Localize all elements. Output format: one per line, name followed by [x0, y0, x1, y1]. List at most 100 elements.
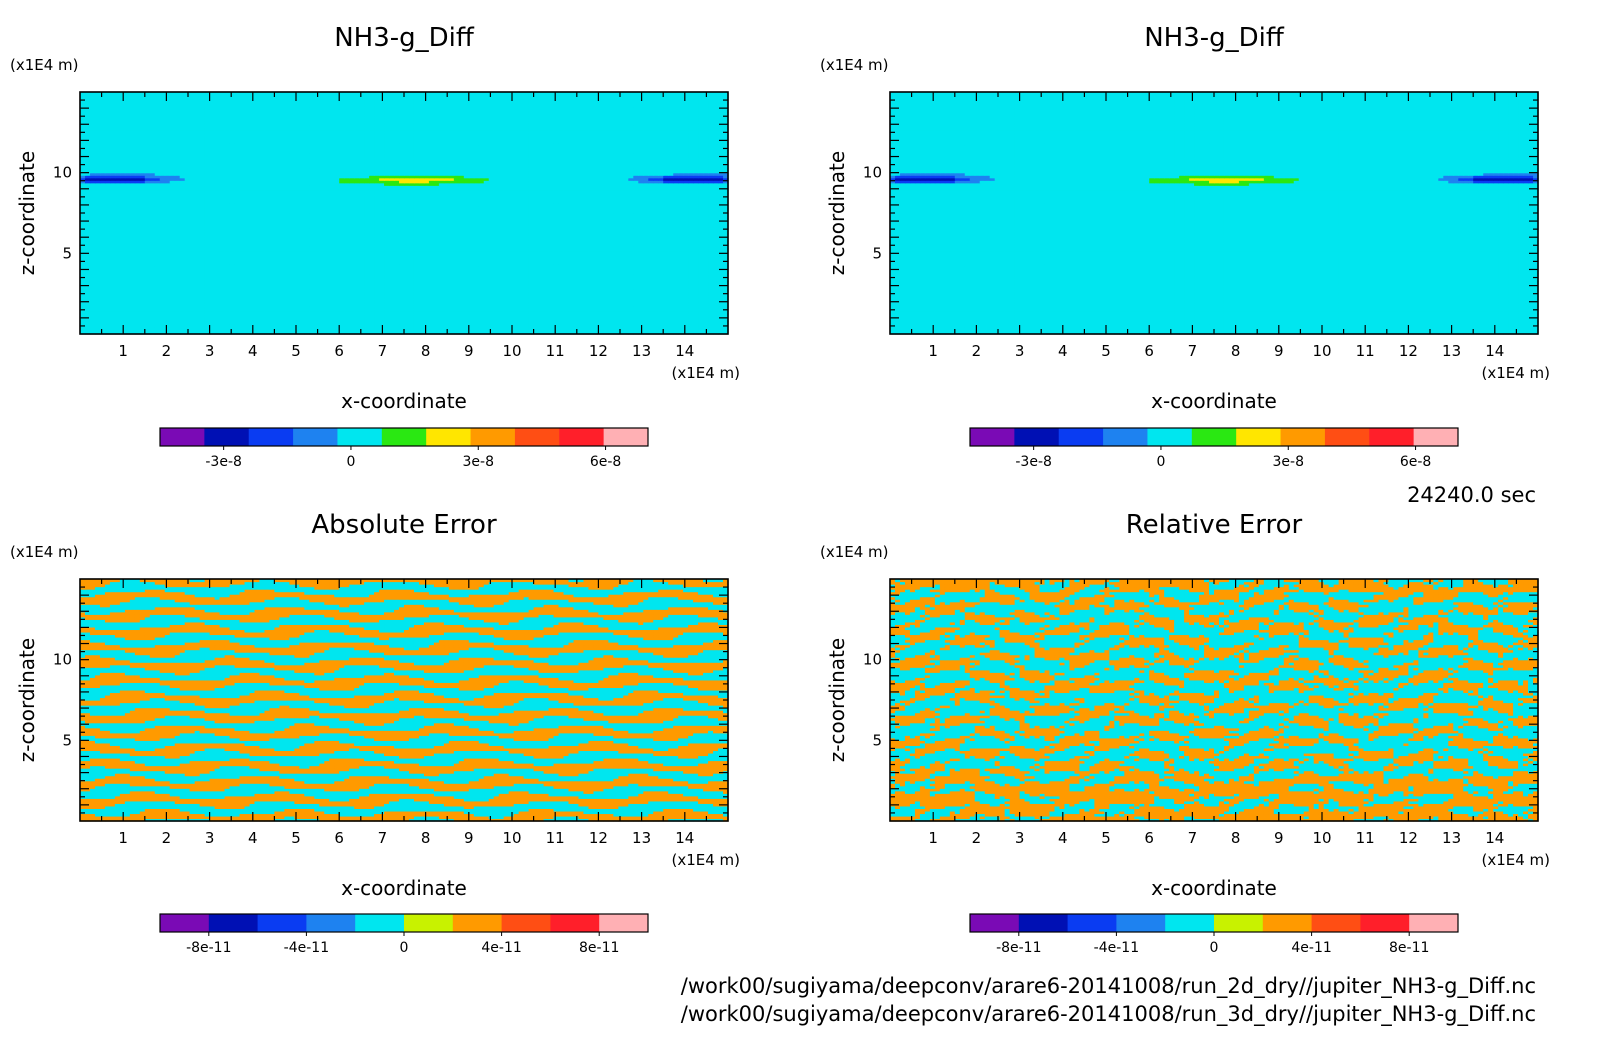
field-cell — [224, 321, 231, 325]
field-cell — [374, 316, 380, 320]
field-cell — [618, 306, 624, 310]
field-cell — [528, 331, 535, 335]
field-cell — [693, 321, 699, 325]
field-cell — [628, 301, 634, 305]
field-cell — [229, 318, 236, 322]
field-cell — [129, 328, 136, 333]
field-cell — [463, 311, 470, 315]
field-cell — [648, 296, 654, 300]
field-cell — [608, 306, 614, 310]
field-cell — [364, 326, 370, 330]
field-cell — [224, 323, 231, 328]
field-cell — [219, 308, 226, 312]
field-cell — [673, 323, 679, 328]
field-cell — [394, 316, 400, 320]
field-cell — [528, 308, 535, 312]
field-cell — [204, 308, 211, 312]
field-cell — [264, 296, 271, 300]
field-cell — [339, 318, 345, 322]
field-cell — [164, 301, 171, 305]
field-cell — [349, 326, 355, 330]
field-cell — [269, 293, 275, 297]
field-cell — [408, 311, 415, 315]
field-cell — [179, 321, 186, 325]
field-cell — [413, 303, 420, 307]
field-cell — [573, 301, 580, 305]
field-cell — [648, 311, 654, 315]
field-cell — [648, 308, 654, 312]
field-cell — [199, 328, 206, 333]
field-cell — [304, 311, 310, 315]
field-cell — [623, 298, 629, 302]
field-cell — [299, 298, 305, 302]
field-cell — [104, 293, 111, 297]
field-cell — [413, 323, 420, 328]
field-cell — [259, 323, 266, 328]
field-cell — [174, 303, 181, 307]
field-cell — [164, 306, 171, 310]
field-cell — [334, 318, 340, 322]
field-cell — [558, 298, 565, 302]
field-cell — [94, 313, 101, 317]
field-cell — [339, 323, 345, 328]
field-cell — [708, 331, 714, 335]
field-cell — [129, 296, 136, 300]
field-cell — [199, 316, 206, 320]
field-cell — [438, 311, 445, 315]
field-cell — [374, 313, 380, 317]
field-cell — [443, 306, 450, 310]
field-cell — [498, 331, 505, 335]
field-cell — [379, 303, 385, 307]
field-cell — [648, 306, 654, 310]
field-cell — [703, 308, 709, 312]
field-cell — [324, 313, 330, 317]
field-cell — [588, 316, 595, 320]
field-cell — [80, 296, 86, 300]
field-cell — [239, 298, 246, 302]
field-cell — [703, 303, 709, 307]
field-cell — [204, 328, 211, 333]
field-cell — [718, 313, 724, 317]
field-cell — [364, 321, 370, 325]
field-cell — [653, 303, 659, 307]
field-cell — [399, 301, 405, 305]
field-cell — [613, 331, 619, 335]
field-cell — [349, 323, 355, 328]
field-cell — [284, 316, 290, 320]
field-cell — [304, 326, 310, 330]
field-cell — [299, 296, 305, 300]
field-cell — [369, 313, 375, 317]
field-cell — [344, 308, 350, 312]
field-cell — [673, 313, 679, 317]
field-cell — [129, 331, 136, 335]
field-cell — [598, 316, 604, 320]
field-cell — [633, 296, 639, 300]
field-cell — [408, 308, 415, 312]
field-cell — [723, 298, 729, 302]
field-cell — [688, 296, 694, 300]
field-cell — [239, 321, 246, 325]
field-cell — [219, 296, 226, 300]
field-cell — [578, 321, 585, 325]
field-cell — [608, 316, 614, 320]
field-cell — [553, 323, 560, 328]
field-cell — [294, 308, 300, 312]
field-cell — [199, 306, 206, 310]
field-cell — [189, 313, 196, 317]
field-cell — [139, 318, 146, 322]
field-cell — [139, 313, 146, 317]
field-cell — [463, 323, 470, 328]
field-cell — [314, 296, 320, 300]
field-cell — [548, 318, 555, 322]
field-cell — [543, 296, 550, 300]
field-cell — [543, 308, 550, 312]
field-cell — [483, 318, 490, 322]
field-cell — [423, 306, 430, 310]
field-cell — [304, 316, 310, 320]
field-cell — [568, 331, 575, 335]
field-cell — [224, 303, 231, 307]
field-cell — [404, 313, 410, 317]
field-cell — [663, 326, 669, 330]
field-cell — [119, 316, 126, 320]
field-cell — [468, 306, 475, 310]
